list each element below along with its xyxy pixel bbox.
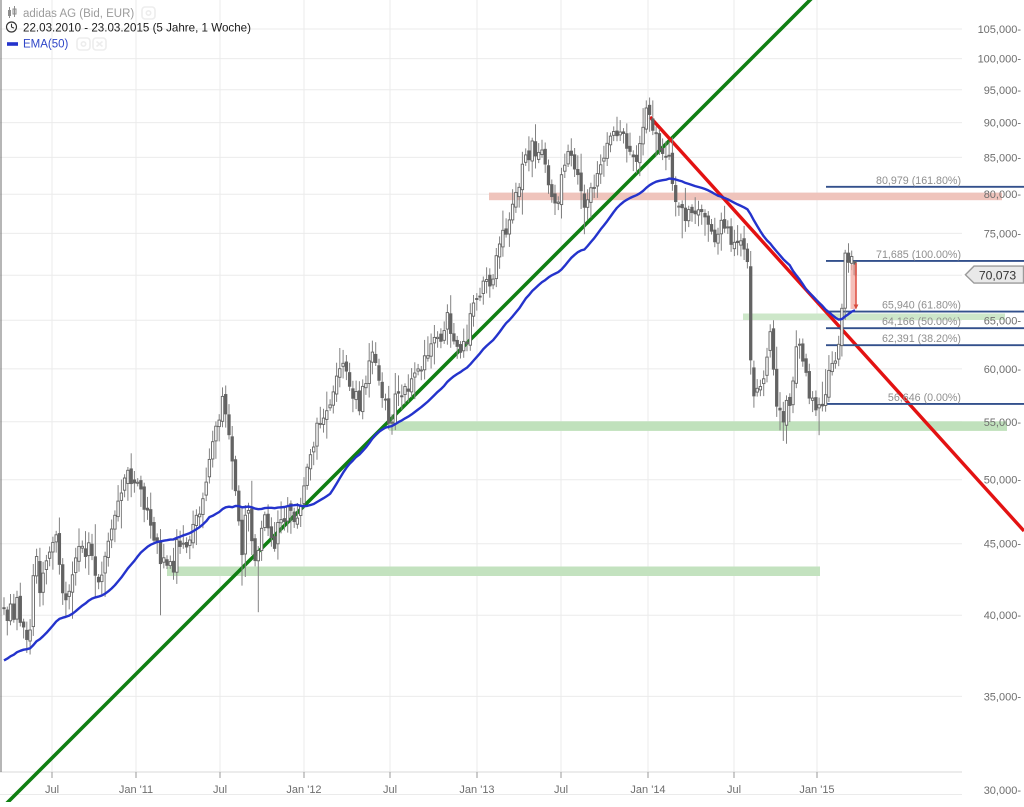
svg-text:56,646 (0.00%): 56,646 (0.00%): [888, 392, 961, 404]
svg-text:Jul: Jul: [45, 784, 59, 796]
svg-text:62,391 (38.20%): 62,391 (38.20%): [882, 333, 961, 345]
svg-text:Jan '13: Jan '13: [459, 784, 494, 796]
svg-text:35,000-: 35,000-: [984, 691, 1022, 703]
svg-text:adidas AG (Bid, EUR): adidas AG (Bid, EUR): [23, 8, 134, 20]
svg-text:EMA(50): EMA(50): [23, 39, 69, 51]
svg-text:80,000-: 80,000-: [984, 189, 1022, 201]
svg-text:100,000-: 100,000-: [978, 54, 1022, 66]
svg-text:45,000-: 45,000-: [984, 539, 1022, 551]
svg-text:65,000-: 65,000-: [984, 315, 1022, 327]
svg-text:Jan '14: Jan '14: [630, 784, 665, 796]
svg-text:Jul: Jul: [213, 784, 227, 796]
svg-text:Jul: Jul: [383, 784, 397, 796]
svg-text:40,000-: 40,000-: [984, 610, 1022, 622]
svg-text:50,000-: 50,000-: [984, 475, 1022, 487]
svg-text:Jan '12: Jan '12: [286, 784, 321, 796]
svg-text:85,000-: 85,000-: [984, 152, 1022, 164]
svg-text:64,166 (50.00%): 64,166 (50.00%): [882, 316, 961, 328]
svg-text:105,000-: 105,000-: [978, 24, 1022, 36]
svg-text:Jan '11: Jan '11: [119, 784, 153, 796]
svg-text:30,000-: 30,000-: [984, 785, 1022, 797]
svg-text:55,000-: 55,000-: [984, 417, 1022, 429]
svg-text:60,000-: 60,000-: [984, 364, 1022, 376]
svg-text:95,000-: 95,000-: [984, 85, 1022, 97]
svg-text:90,000-: 90,000-: [984, 118, 1022, 130]
svg-text:70,073: 70,073: [979, 268, 1016, 282]
svg-text:Jul: Jul: [727, 784, 741, 796]
svg-text:Jul: Jul: [554, 784, 568, 796]
svg-text:22.03.2010 - 23.03.2015 (5 Jah: 22.03.2010 - 23.03.2015 (5 Jahre, 1 Woch…: [23, 22, 251, 35]
svg-text:Jan '15: Jan '15: [799, 784, 834, 796]
svg-text:65,940 (61.80%): 65,940 (61.80%): [882, 300, 961, 312]
svg-text:75,000-: 75,000-: [984, 228, 1022, 240]
svg-text:71,685 (100.00%): 71,685 (100.00%): [876, 249, 961, 261]
svg-text:80,979 (161.80%): 80,979 (161.80%): [876, 175, 961, 187]
